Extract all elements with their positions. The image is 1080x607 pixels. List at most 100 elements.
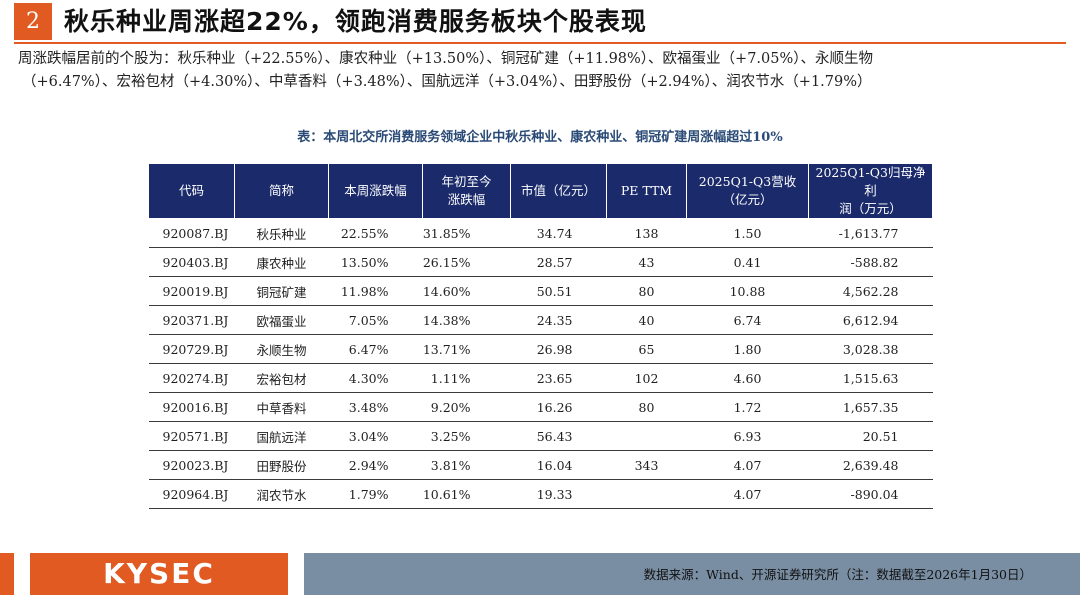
cell-ytd-change: 1.11% <box>422 363 511 393</box>
cell-weekly-change: 2.94% <box>328 450 423 480</box>
summary-line-1: 周涨跌幅居前的个股为：秋乐种业（+22.55%）、康农种业（+13.50%）、铜… <box>18 51 874 67</box>
cell-market-cap: 19.33 <box>510 479 607 509</box>
data-source-note: 数据来源：Wind、开源证券研究所（注：数据截至2026年1月30日） <box>643 567 1032 582</box>
page-number-badge: 2 <box>14 3 52 40</box>
cell-revenue: 1.72 <box>686 392 809 422</box>
cell-market-cap: 16.04 <box>510 450 607 480</box>
cell-weekly-change: 7.05% <box>328 305 423 335</box>
cell-revenue: 6.74 <box>686 305 809 335</box>
cell-name: 宏裕包材 <box>234 363 329 393</box>
cell-code: 920274.BJ <box>148 363 235 393</box>
cell-code: 920016.BJ <box>148 392 235 422</box>
cell-weekly-change: 6.47% <box>328 334 423 364</box>
table-row: 920019.BJ 铜冠矿建 11.98% 14.60% 50.51 80 10.88 4,5… <box>148 276 933 306</box>
table-row: 920403.BJ 康农种业 13.50% 26.15% 28.57 43 0.41 -588… <box>148 247 933 277</box>
cell-code: 920964.BJ <box>148 479 235 509</box>
header-revenue: 2025Q1-Q3营收 （亿元） <box>686 163 809 219</box>
cell-name: 润农节水 <box>234 479 329 509</box>
table-body: 920087.BJ 秋乐种业 22.55% 31.85% 34.74 138 1.50 -1,… <box>148 218 933 509</box>
table-row: 920371.BJ 欧福蛋业 7.05% 14.38% 24.35 40 6.74 6,612… <box>148 305 933 335</box>
cell-pe-ttm: 138 <box>606 218 687 248</box>
header-ytd-change-line-1: 年初至今 <box>441 174 492 189</box>
cell-weekly-change: 1.79% <box>328 479 423 509</box>
summary-paragraph: 周涨跌幅居前的个股为：秋乐种业（+22.55%）、康农种业（+13.50%）、铜… <box>18 48 1058 94</box>
cell-ytd-change: 31.85% <box>422 218 511 248</box>
cell-revenue: 4.07 <box>686 479 809 509</box>
table-row: 920023.BJ 田野股份 2.94% 3.81% 16.04 343 4.07 2,639… <box>148 450 933 480</box>
table-row: 920087.BJ 秋乐种业 22.55% 31.85% 34.74 138 1.50 -1,… <box>148 218 933 248</box>
header-net-profit: 2025Q1-Q3归母净利 润（万元） <box>808 163 933 219</box>
header-name: 简称 <box>234 163 329 219</box>
cell-weekly-change: 3.48% <box>328 392 423 422</box>
cell-weekly-change: 3.04% <box>328 421 423 451</box>
table-row: 920016.BJ 中草香料 3.48% 9.20% 16.26 80 1.72 1,657.… <box>148 392 933 422</box>
cell-market-cap: 34.74 <box>510 218 607 248</box>
cell-name: 秋乐种业 <box>234 218 329 248</box>
table-row: 920964.BJ 润农节水 1.79% 10.61% 19.33 4.07 -890.04 <box>148 479 933 509</box>
cell-name: 铜冠矿建 <box>234 276 329 306</box>
slide-title: 秋乐种业周涨超22%，领跑消费服务板块个股表现 <box>64 7 647 36</box>
table-row: 920274.BJ 宏裕包材 4.30% 1.11% 23.65 102 4.60 1,515… <box>148 363 933 393</box>
cell-pe-ttm <box>606 479 687 509</box>
header-market-cap-line-1: 市值（亿元） <box>520 183 596 198</box>
cell-net-profit: 1,515.63 <box>808 363 933 393</box>
cell-market-cap: 28.57 <box>510 247 607 277</box>
cell-name: 田野股份 <box>234 450 329 480</box>
cell-market-cap: 50.51 <box>510 276 607 306</box>
cell-ytd-change: 26.15% <box>422 247 511 277</box>
cell-revenue: 4.07 <box>686 450 809 480</box>
cell-name: 中草香料 <box>234 392 329 422</box>
header-weekly-change: 本周涨跌幅 <box>328 163 423 219</box>
cell-net-profit: -588.82 <box>808 247 933 277</box>
header-market-cap: 市值（亿元） <box>510 163 607 219</box>
summary-line-2: （+6.47%）、宏裕包材（+4.30%）、中草香料（+3.48%）、国航远洋（… <box>22 74 872 90</box>
cell-net-profit: 3,028.38 <box>808 334 933 364</box>
cell-ytd-change: 14.60% <box>422 276 511 306</box>
header-net-profit-line-1: 2025Q1-Q3归母净利 <box>815 165 926 198</box>
header-code: 代码 <box>148 163 235 219</box>
cell-ytd-change: 9.20% <box>422 392 511 422</box>
cell-name: 欧福蛋业 <box>234 305 329 335</box>
cell-market-cap: 16.26 <box>510 392 607 422</box>
cell-name: 国航远洋 <box>234 421 329 451</box>
cell-pe-ttm <box>606 421 687 451</box>
cell-revenue: 0.41 <box>686 247 809 277</box>
cell-ytd-change: 13.71% <box>422 334 511 364</box>
cell-code: 920729.BJ <box>148 334 235 364</box>
cell-pe-ttm: 80 <box>606 392 687 422</box>
cell-net-profit: 2,639.48 <box>808 450 933 480</box>
cell-name: 康农种业 <box>234 247 329 277</box>
cell-code: 920403.BJ <box>148 247 235 277</box>
cell-net-profit: 20.51 <box>808 421 933 451</box>
cell-code: 920571.BJ <box>148 421 235 451</box>
footer-accent-bar <box>0 553 14 595</box>
header-weekly-change-line-1: 本周涨跌幅 <box>344 183 407 198</box>
cell-revenue: 10.88 <box>686 276 809 306</box>
header-pe-ttm-line-1: PE TTM <box>620 183 673 198</box>
cell-net-profit: 1,657.35 <box>808 392 933 422</box>
header-divider <box>14 42 1066 44</box>
cell-pe-ttm: 80 <box>606 276 687 306</box>
cell-name: 永顺生物 <box>234 334 329 364</box>
cell-pe-ttm: 40 <box>606 305 687 335</box>
cell-net-profit: -1,613.77 <box>808 218 933 248</box>
header-revenue-line-1: 2025Q1-Q3营收 <box>698 174 797 189</box>
cell-ytd-change: 10.61% <box>422 479 511 509</box>
cell-revenue: 4.60 <box>686 363 809 393</box>
cell-pe-ttm: 343 <box>606 450 687 480</box>
cell-code: 920019.BJ <box>148 276 235 306</box>
stock-performance-table: 代码 简称 本周涨跌幅 年初至今 涨跌幅 市值（亿元） PE TTM 2025Q1-Q3营收（… <box>148 163 933 509</box>
cell-pe-ttm: 102 <box>606 363 687 393</box>
header-code-line-1: 代码 <box>178 183 204 198</box>
cell-weekly-change: 13.50% <box>328 247 423 277</box>
cell-ytd-change: 3.81% <box>422 450 511 480</box>
cell-market-cap: 24.35 <box>510 305 607 335</box>
header-name-line-1: 简称 <box>268 183 294 198</box>
slide-footer: KYSEC 数据来源：Wind、开源证券研究所（注：数据截至2026年1月30日… <box>0 553 1080 607</box>
cell-net-profit: -890.04 <box>808 479 933 509</box>
cell-pe-ttm: 43 <box>606 247 687 277</box>
table-row: 920571.BJ 国航远洋 3.04% 3.25% 56.43 6.93 20.51 <box>148 421 933 451</box>
cell-ytd-change: 14.38% <box>422 305 511 335</box>
cell-pe-ttm: 65 <box>606 334 687 364</box>
cell-revenue: 6.93 <box>686 421 809 451</box>
